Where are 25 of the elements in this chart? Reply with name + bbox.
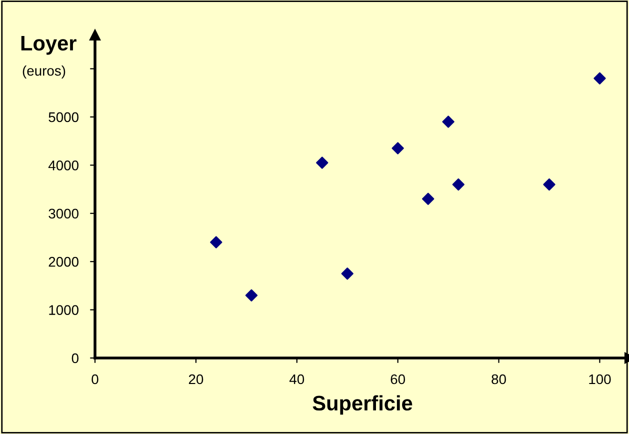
point: [594, 72, 606, 84]
point: [316, 156, 328, 169]
point: [392, 142, 404, 154]
point: [341, 268, 354, 280]
y-axis-title: Loyer: [21, 36, 76, 55]
y-tick-label: 5000: [48, 112, 78, 122]
x-tick-label: 0: [92, 374, 98, 384]
y-tick-label: 1000: [49, 305, 78, 315]
x-tick-label: 60: [390, 374, 406, 384]
text: (euros): [22, 66, 66, 78]
y-tick-label: 3000: [48, 208, 78, 219]
point: [422, 192, 434, 205]
point: [452, 178, 464, 191]
x-tick-label: 80: [492, 374, 506, 384]
x-axis-title: Superficie: [312, 395, 412, 415]
point: [442, 116, 454, 128]
point: [245, 289, 258, 302]
x-tick-label: 20: [188, 374, 204, 384]
y-tick-label: 2000: [48, 256, 78, 267]
point: [210, 236, 222, 248]
y-tick-label: 0: [72, 353, 78, 364]
point: [543, 178, 556, 191]
x-tick-label: 100: [589, 374, 611, 384]
x-tick-label: 40: [289, 374, 304, 384]
y-tick-label: 4000: [48, 160, 78, 170]
